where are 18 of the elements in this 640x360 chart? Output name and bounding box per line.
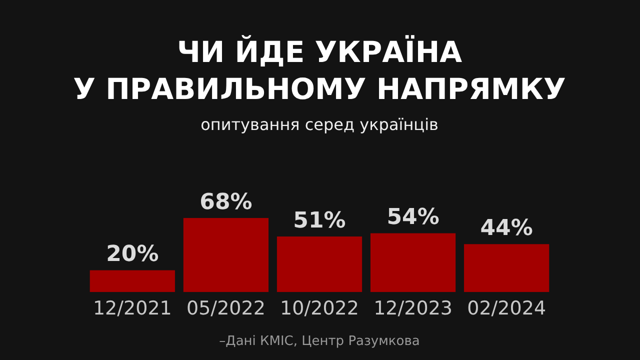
chart-subtitle: опитування серед українців: [200, 115, 438, 134]
data-label: 51%: [293, 208, 346, 234]
x-tick-label: 02/2024: [467, 298, 546, 320]
x-tick-label: 05/2022: [186, 298, 266, 320]
bar: [90, 270, 175, 292]
data-label: 54%: [386, 205, 440, 230]
data-label: 44%: [480, 216, 533, 242]
x-tick-label: 10/2022: [280, 298, 359, 320]
bar: [276, 236, 362, 292]
data-label: 20%: [106, 242, 159, 268]
x-tick-label: 12/2021: [92, 298, 172, 320]
bar: [183, 218, 269, 292]
data-label: 68%: [200, 190, 252, 215]
x-tick-label: 12/2023: [374, 298, 453, 320]
bar: [370, 233, 456, 292]
text: –Дані КМІС, Центр Разумкова: [219, 334, 420, 349]
bar: [464, 244, 550, 292]
chart-title: ЧИ ЙДЕ УКРАЇНА У ПРАВИЛЬНОМУ НАПРЯМКУ: [73, 35, 566, 106]
